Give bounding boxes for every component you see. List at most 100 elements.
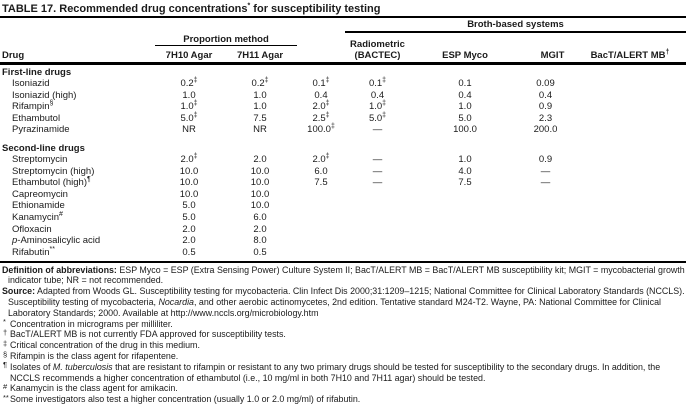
- value-cell: 8.0: [253, 235, 267, 247]
- column-header-bact-alert: BacT/ALERT MB†: [585, 49, 689, 62]
- footnote-marker: **: [49, 245, 55, 253]
- column-header-mgit: MGIT: [540, 50, 565, 61]
- footnote-source: Source: Adapted from Woods GL. Susceptib…: [0, 286, 687, 318]
- value-cell: [520, 212, 585, 224]
- drug-name-cell: Kanamycin#: [12, 210, 63, 223]
- value-cell: [345, 235, 410, 247]
- footnote-source-text: , and other aerobic actinomycetes, 2nd e…: [8, 297, 661, 318]
- table-row: Pyrazinamide NR NR 100.0‡ — 100.0 200.0: [0, 123, 689, 136]
- column-header-7h10: 7H10 Agar: [165, 50, 213, 61]
- table-row: Streptomycin 2.0‡ 2.0 2.0‡ — 1.0 0.9: [0, 153, 689, 166]
- footnote-text: Some investigators also test a higher co…: [10, 394, 361, 405]
- table-row: Ethambutol 5.0‡ 7.5 2.5‡ 5.0‡ 5.0 2.3: [0, 111, 689, 125]
- value-cell: 0.4: [314, 89, 328, 101]
- value-cell: [520, 200, 585, 212]
- value-cell: 10.0: [250, 188, 270, 200]
- value-cell: 0.1‡: [368, 76, 387, 89]
- footnote-item: # Kanamycin is the class agent for amikac…: [0, 382, 687, 394]
- value-cell: [520, 189, 585, 201]
- drug-name-cell: Streptomycin (high): [12, 165, 95, 177]
- drug-name-cell: p-Aminosalicylic acid: [12, 235, 101, 247]
- value-cell: 200.0: [533, 124, 558, 136]
- value-cell: 2.0: [182, 235, 196, 247]
- column-header-bact-alert-text: BacT/ALERT MB: [590, 50, 666, 61]
- value-cell: 0.4: [370, 89, 385, 101]
- footnote-item: ¶ Isolates of M. tuberculosis that are re…: [0, 360, 687, 384]
- value-cell: 2.0‡: [312, 153, 330, 166]
- column-header-bactec: Radiometric (BACTEC): [345, 39, 410, 62]
- value-cell: 0.1: [458, 78, 472, 89]
- bottom-rule: [0, 261, 686, 263]
- footnotes: Definition of abbreviations: ESP Myco = …: [0, 263, 689, 405]
- value-cell: [345, 224, 410, 236]
- value-cell: [297, 200, 345, 212]
- drug-name-cell: Ethionamide: [12, 200, 65, 212]
- value-cell: 0.2‡: [180, 76, 198, 89]
- drug-name-cell: Pyrazinamide: [12, 124, 70, 136]
- footnote-marker: ‡: [382, 76, 387, 84]
- footnote-item: † BacT/ALERT MB is not currently FDA appr…: [0, 328, 687, 340]
- value-cell: 0.9: [538, 101, 553, 113]
- value-cell: —: [372, 154, 383, 166]
- value-cell: [345, 200, 410, 212]
- value-cell: [410, 212, 520, 224]
- footnote-item: * Concentration in micrograms per millili…: [0, 317, 687, 330]
- table-row: Rifabutin** 0.5 0.5: [0, 245, 689, 259]
- value-cell: 0.1‡: [312, 76, 330, 89]
- drug-name-cell: Streptomycin: [12, 154, 68, 166]
- footnote-marker: ¶: [3, 360, 8, 370]
- value-cell: 7.5: [458, 177, 472, 189]
- table-row: Ofloxacin 2.0 2.0: [0, 224, 689, 236]
- footnote-marker: ‡: [325, 153, 330, 161]
- value-cell: 100.0‡: [307, 123, 335, 136]
- table-row: Isoniazid (high) 1.0 1.0 0.4 0.4 0.4 0.4: [0, 90, 689, 102]
- value-cell: 6.0: [253, 211, 267, 223]
- value-cell: 5.0: [458, 112, 472, 124]
- value-cell: [345, 189, 410, 201]
- value-cell: 100.0: [453, 124, 477, 136]
- footnote-text: Concentration in micrograms per millilit…: [10, 318, 173, 329]
- footnote-list: * Concentration in micrograms per millili…: [0, 317, 687, 405]
- value-cell: 2.0‡: [180, 153, 198, 166]
- table-row: Kanamycin# 5.0 6.0: [0, 210, 689, 224]
- value-cell: 7.5: [253, 112, 267, 124]
- value-cell: 5.0: [182, 211, 196, 223]
- title-rule: [0, 16, 686, 18]
- drug-name-cell: Isoniazid: [12, 78, 50, 89]
- footnote-marker: **: [3, 392, 9, 402]
- footnote-marker: ¶: [86, 176, 91, 184]
- value-cell: 10.0: [250, 165, 270, 177]
- footnote-definitions-label: Definition of abbreviations:: [2, 264, 117, 275]
- value-cell: [297, 235, 345, 247]
- column-group-broth: Broth-based systems: [345, 19, 686, 33]
- value-cell: 10.0: [250, 200, 270, 212]
- table-title-text: for susceptibility testing: [250, 3, 381, 15]
- footnote-definitions: Definition of abbreviations: ESP Myco = …: [0, 265, 687, 287]
- value-cell: 1.0: [458, 154, 472, 166]
- table-title-text: TABLE 17. Recommended drug concentration…: [2, 3, 248, 15]
- table-row: Rifampin§ 1.0‡ 1.0 2.0‡ 1.0‡ 1.0 0.9: [0, 99, 689, 113]
- column-group-proportion: Proportion method: [155, 34, 297, 46]
- value-cell: 10.0: [179, 177, 199, 189]
- table-body: First-line drugs Isoniazid 0.2‡ 0.2‡ 0.1‡ 0.1…: [0, 65, 689, 259]
- value-cell: 2.3: [538, 112, 553, 124]
- footnote-source-text: Adapted from Woods GL. Susceptibility te…: [8, 286, 685, 308]
- footnote-marker: ‡: [193, 111, 198, 119]
- value-cell: NR: [182, 124, 196, 136]
- column-header-bactec-line1: Radiometric: [350, 39, 405, 50]
- header-rule: [0, 62, 686, 65]
- value-cell: 1.0: [458, 101, 472, 113]
- value-cell: 0.9: [538, 154, 553, 166]
- footnote-marker: #: [59, 210, 63, 218]
- value-cell: 2.0‡: [312, 99, 330, 113]
- value-cell: [520, 235, 585, 247]
- value-cell: 6.0: [314, 165, 328, 177]
- footnote-marker: ‡: [3, 338, 8, 348]
- value-cell: 2.5‡: [312, 111, 330, 124]
- footnote-source-label: Source:: [2, 286, 36, 297]
- footnote-marker: ‡: [193, 153, 198, 161]
- drug-name-cell: Ethambutol (high)¶: [12, 176, 91, 189]
- column-header-7h11: 7H11 Agar: [236, 50, 284, 61]
- value-cell: 0.5: [182, 246, 196, 258]
- drug-name-cell: Rifampin§: [12, 99, 54, 113]
